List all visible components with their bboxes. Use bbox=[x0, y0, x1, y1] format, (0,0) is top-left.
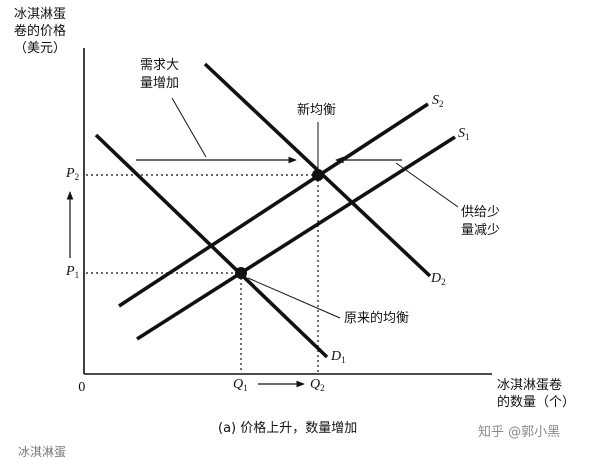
demand-increase-leader bbox=[171, 97, 207, 158]
new-equilibrium-note: 新均衡 bbox=[297, 103, 337, 118]
supply-curve-s1 bbox=[136, 135, 456, 341]
figure-caption: (a) 价格上升，数量增加 bbox=[218, 421, 358, 436]
x-axis-label: 冰淇淋蛋卷 的数量（个） bbox=[497, 378, 576, 410]
supply-curve-s2 bbox=[118, 102, 429, 308]
d2-label: D2 bbox=[431, 271, 446, 287]
new-equilibrium-point bbox=[312, 169, 324, 181]
supply-decrease-leader bbox=[395, 162, 459, 208]
supply-decrease-note: 供给少 量减少 bbox=[461, 205, 501, 238]
cut-off-heading: 冰淇淋蛋 bbox=[18, 445, 67, 459]
watermark: 知乎 @郭小黑 bbox=[478, 425, 561, 440]
old-equilibrium-leader bbox=[247, 277, 341, 319]
s1-label: S1 bbox=[458, 126, 470, 142]
q1-label: Q1 bbox=[233, 377, 248, 393]
d1-label: D1 bbox=[331, 349, 346, 365]
p1-label: P1 bbox=[66, 264, 80, 280]
demand-increase-note: 需求大 量增加 bbox=[140, 58, 180, 91]
p2-label: P2 bbox=[66, 166, 80, 182]
y-axis-label: 冰淇淋蛋 卷的价格 （美元） bbox=[14, 7, 67, 56]
origin-label: 0 bbox=[78, 380, 86, 394]
old-equilibrium-point bbox=[235, 267, 247, 279]
q2-label: Q2 bbox=[310, 377, 325, 393]
old-equilibrium-note: 原来的均衡 bbox=[344, 311, 410, 326]
s2-label: S2 bbox=[432, 93, 444, 109]
